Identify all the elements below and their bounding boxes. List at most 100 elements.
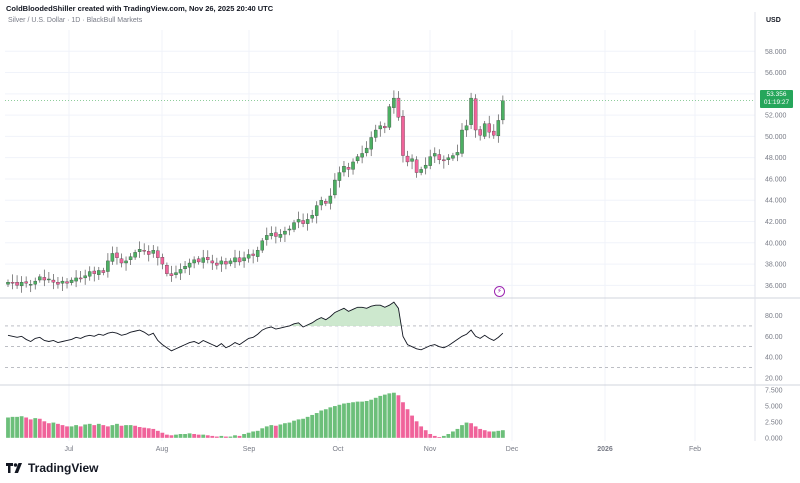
histogram-bar-falling <box>210 435 215 438</box>
histogram-bar-rising <box>69 426 74 438</box>
histogram-bar-falling <box>46 423 51 438</box>
candle-body <box>346 167 351 170</box>
overbought-fill <box>291 302 401 326</box>
candle-up <box>137 241 142 258</box>
candle-up <box>328 188 333 210</box>
price-tick-label: 58.000 <box>765 49 787 56</box>
price-tick-label: 48.000 <box>765 155 787 162</box>
histogram-bar-falling <box>133 425 138 438</box>
candle-body <box>146 251 151 255</box>
candle-body <box>455 152 460 156</box>
histogram-bar-rising <box>310 414 315 438</box>
candle-down <box>169 265 174 282</box>
price-tick-label: 42.000 <box>765 219 787 226</box>
histogram-bar-rising <box>455 428 460 438</box>
candle-body <box>369 137 373 150</box>
candle-up <box>333 173 337 199</box>
histogram-bar-falling <box>78 426 83 438</box>
candle-down <box>24 276 28 288</box>
candle-body <box>274 232 278 237</box>
time-tick-label: Oct <box>333 446 344 453</box>
candle-body <box>255 250 260 257</box>
histogram-bar-rising <box>269 425 274 438</box>
candle-body <box>423 164 428 169</box>
candle-body <box>160 257 165 265</box>
candle-up <box>455 144 460 162</box>
candle-body <box>233 257 237 263</box>
histogram-bar-falling <box>437 437 442 438</box>
candle-up <box>496 114 501 143</box>
candle-down <box>383 122 387 134</box>
candle-body <box>342 166 346 173</box>
histogram-bar-falling <box>487 431 492 438</box>
candle-body <box>378 125 383 130</box>
candle-up <box>283 226 287 243</box>
candle-body <box>42 277 47 281</box>
histogram-tick-label: 2.500 <box>765 419 783 426</box>
candle-down <box>324 198 328 207</box>
candle-body <box>33 280 37 285</box>
tradingview-brand[interactable]: TradingView <box>6 461 98 475</box>
candle-up <box>60 276 65 291</box>
price-tick-label: 46.000 <box>765 176 787 183</box>
histogram-bar-rising <box>278 424 283 438</box>
candle-down <box>92 266 97 282</box>
candle-up <box>278 229 283 242</box>
candle-up <box>387 103 392 131</box>
candle-up <box>319 196 324 211</box>
candle-down <box>473 94 478 138</box>
histogram-bar-falling <box>273 425 278 438</box>
histogram-bar-rising <box>351 402 355 438</box>
candle-up <box>433 147 437 163</box>
histogram-bar-rising <box>387 393 392 438</box>
candle-up <box>360 145 364 164</box>
histogram-bar-falling <box>414 421 419 438</box>
candle-body <box>446 157 451 160</box>
candle-body <box>478 129 482 136</box>
candle-down <box>274 226 278 244</box>
candle-up <box>351 158 355 175</box>
candle-up <box>246 249 251 263</box>
candle-up <box>337 166 342 188</box>
candle-body <box>187 262 192 268</box>
oscillator-tick-label: 40.00 <box>765 355 783 362</box>
candle-body <box>460 129 464 154</box>
time-tick-label: Aug <box>156 446 169 453</box>
histogram-bar-rising <box>332 406 337 438</box>
candle-down <box>165 262 169 277</box>
histogram-bar-rising <box>355 401 360 438</box>
lightning-icon[interactable]: ⚡︎ <box>494 286 505 297</box>
histogram-bar-rising <box>392 392 396 438</box>
candle-body <box>56 282 60 285</box>
candle-up <box>446 154 451 166</box>
candle-body <box>106 260 110 272</box>
candle-down <box>101 267 106 276</box>
candle-up <box>174 265 178 279</box>
pane-separators <box>0 12 800 441</box>
histogram-bar-falling <box>169 435 174 438</box>
candle-down <box>160 253 165 270</box>
histogram-bar-falling <box>119 425 124 438</box>
histogram-bar-rising <box>174 434 178 438</box>
candle-body <box>473 98 478 131</box>
histogram-bar-rising <box>446 434 451 438</box>
candle-down <box>487 115 491 139</box>
candle-body <box>10 282 15 284</box>
candle-up <box>219 256 224 272</box>
candle-body <box>6 282 10 285</box>
candle-up <box>183 260 187 274</box>
candle-body <box>110 253 115 262</box>
histogram-bar-falling <box>224 436 228 438</box>
histogram-bar-rising <box>360 401 365 438</box>
candle-body <box>496 120 501 137</box>
candle-up <box>260 238 264 253</box>
histogram-bar-falling <box>37 418 42 438</box>
time-tick-label: 2026 <box>597 446 613 453</box>
candle-down <box>56 276 60 289</box>
candle-down <box>478 125 482 141</box>
price-tick-label: 44.000 <box>765 198 787 205</box>
candle-body <box>97 270 101 275</box>
x-axis-labels: Jul Aug Sep Oct Nov Dec 2026 Feb <box>65 446 702 453</box>
histogram-bar-rising <box>328 407 333 438</box>
